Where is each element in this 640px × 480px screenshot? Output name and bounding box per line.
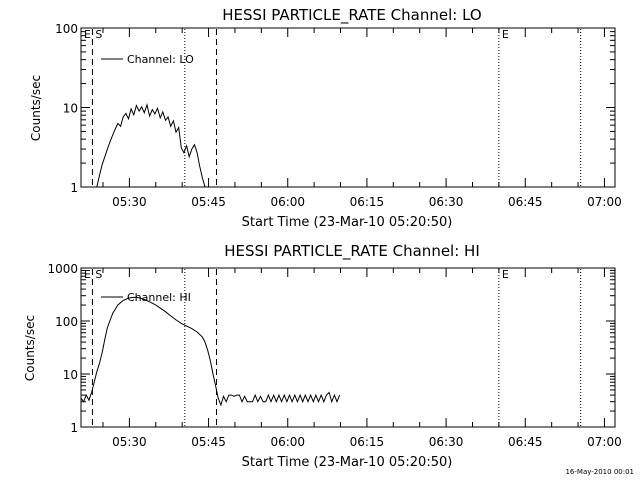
series-line-lo [96,102,206,188]
series-line-hi [80,296,341,407]
x-tick-label: 05:45 [191,435,226,449]
x-tick-label: 06:00 [270,435,305,449]
marker-label: E [502,268,509,281]
marker-label: E [502,28,509,41]
x-tick-label: 06:30 [429,195,464,209]
y-tick-label: 100 [55,315,78,329]
y-tick-label: 1 [70,181,78,195]
y-tick-label: 10 [63,102,78,116]
legend-text-lo: Channel: LO [127,53,194,66]
chart-title-lo: HESSI PARTICLE_RATE Channel: LO [222,6,481,25]
x-tick-label: 06:15 [350,435,385,449]
x-axis-label-lo: Start Time (23-Mar-10 05:20:50) [242,215,453,230]
panel-lo: HESSI PARTICLE_RATE Channel: LO 1 10 100 05… [29,6,622,230]
marker-label: S [95,268,102,281]
x-tick-label: 06:45 [508,435,543,449]
y-tick-label: 100 [55,22,78,36]
y-tick-label: 1 [70,421,78,435]
x-tick-label: 06:15 [350,195,385,209]
x-tick-label: 07:00 [587,435,622,449]
y-tick-label: 1000 [47,262,78,276]
plot-frame-hi [80,267,616,428]
x-axis-label-hi: Start Time (23-Mar-10 05:20:50) [242,455,453,470]
x-tick-label: 05:30 [112,195,147,209]
y-tick-label: 10 [63,368,78,382]
x-tick-label: 05:30 [112,435,147,449]
marker-label: E [84,268,91,281]
footer-timestamp: 16-May-2010 00:01 [565,468,634,476]
panel-hi: HESSI PARTICLE_RATE Channel: HI 1 10 100 10… [23,242,622,470]
x-tick-label: 06:30 [429,435,464,449]
chart-title-hi: HESSI PARTICLE_RATE Channel: HI [224,242,480,261]
x-tick-label: 06:00 [270,195,305,209]
legend-text-hi: Channel: HI [127,291,191,304]
plot-frame-lo [80,27,616,188]
y-axis-label-hi: Counts/sec [23,315,37,381]
x-tick-label: 07:00 [587,195,622,209]
marker-label: S [95,28,102,41]
x-tick-label: 06:45 [508,195,543,209]
y-axis-label-lo: Counts/sec [29,75,43,141]
x-tick-label: 05:45 [191,195,226,209]
marker-label: E [84,28,91,41]
